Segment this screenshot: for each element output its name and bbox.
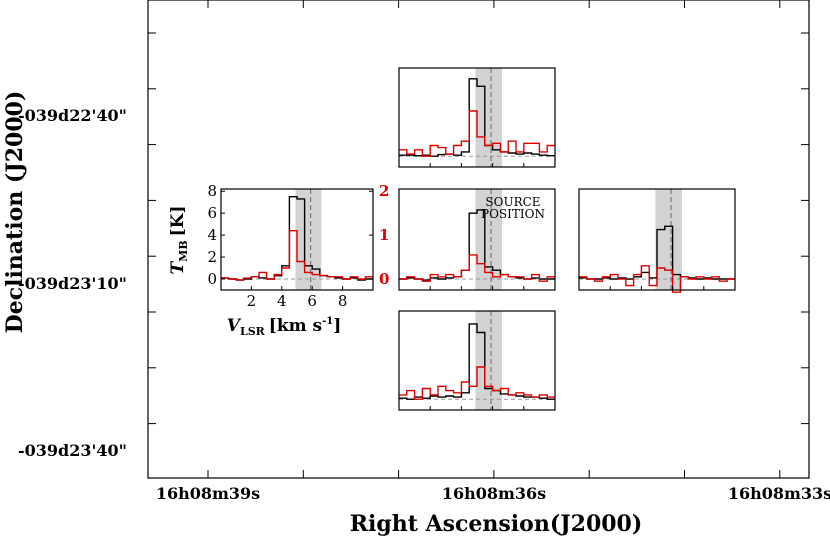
inset-y-label: TMB [K]: [168, 205, 190, 274]
spectrum-panel-east: [578, 188, 736, 293]
panel-frame: [578, 188, 736, 291]
x-tick-label: 16h08m36s: [442, 484, 546, 503]
inset-xlabel-sup: -1: [322, 316, 333, 327]
inset-x-label: VLSR [km s-1]: [227, 316, 342, 338]
spectrum-panel-south: [398, 310, 556, 411]
velocity-band: [475, 311, 502, 410]
panel-frame: [398, 310, 556, 411]
y-axis-title: Declination (J2000): [2, 91, 28, 334]
y-tick-label: -039d23'10": [18, 274, 127, 293]
panel-frame: [398, 67, 556, 168]
red-spectrum-south: [399, 366, 555, 400]
source-label-line1: SOURCE: [485, 195, 540, 209]
y-tick-label: -039d22'40": [18, 106, 127, 125]
inset-y-tick-label-right: 2: [379, 182, 389, 200]
inset-x-tick-label: 6: [307, 292, 317, 310]
main-plot-frame: [147, 0, 810, 479]
y-tick-label: -039d23'40": [18, 441, 127, 460]
inset-y-tick-label-left: 6: [207, 204, 217, 222]
spectrum-panel-center: [398, 188, 556, 291]
panel-frame: [398, 188, 556, 291]
red-spectrum-west: [221, 230, 373, 281]
inset-y-tick-label-left: 0: [207, 270, 217, 288]
velocity-band: [295, 189, 322, 290]
x-tick-label: 16h08m33s: [728, 484, 830, 503]
inset-xlabel-close: ]: [333, 316, 341, 336]
inset-xlabel-sub: LSR: [240, 325, 266, 338]
inset-y-tick-label-right: 1: [379, 226, 389, 244]
red-spectrum-north: [399, 110, 555, 157]
spectrum-panel-north: [398, 67, 556, 168]
inset-y-tick-label-left: 4: [207, 226, 217, 244]
inset-xlabel-symbol: V: [227, 316, 242, 336]
main-axis-ticks: [148, 0, 809, 478]
inset-y-tick-label-right: 0: [379, 270, 389, 288]
inset-xlabel-unit: [km s: [269, 316, 322, 336]
red-spectrum-east: [579, 265, 735, 293]
svg-text:TMB[K]: TMB [K]: [168, 205, 190, 274]
main-tick-labels: 16h08m39s 16h08m36s 16h08m33s -039d22'40…: [18, 106, 830, 503]
black-spectrum-south: [399, 323, 555, 400]
red-spectrum-center: [399, 254, 555, 282]
x-axis-title: Right Ascension(J2000): [350, 511, 643, 537]
velocity-band: [475, 189, 502, 290]
x-tick-label: 16h08m39s: [156, 484, 260, 503]
velocity-band: [475, 68, 502, 167]
inset-y-tick-label-left: 8: [207, 182, 217, 200]
inset-ylabel-symbol: T: [168, 261, 188, 275]
inset-ylabel-sub: MB: [177, 240, 190, 261]
inset-ylabel-unit: [K]: [168, 205, 188, 236]
inset-x-tick-label: 4: [277, 292, 287, 310]
spectrum-panel-west: 2 4 6 8 0 2 4 6 8 0 1 2: [207, 182, 389, 310]
source-label-line2: POSITION: [481, 207, 545, 221]
inset-y-tick-label-left: 2: [207, 248, 217, 266]
velocity-band: [655, 189, 682, 290]
inset-x-tick-label: 8: [338, 292, 348, 310]
inset-x-tick-label: 2: [247, 292, 257, 310]
source-position-label: SOURCE POSITION: [481, 195, 545, 221]
panel-frame: [220, 188, 374, 291]
